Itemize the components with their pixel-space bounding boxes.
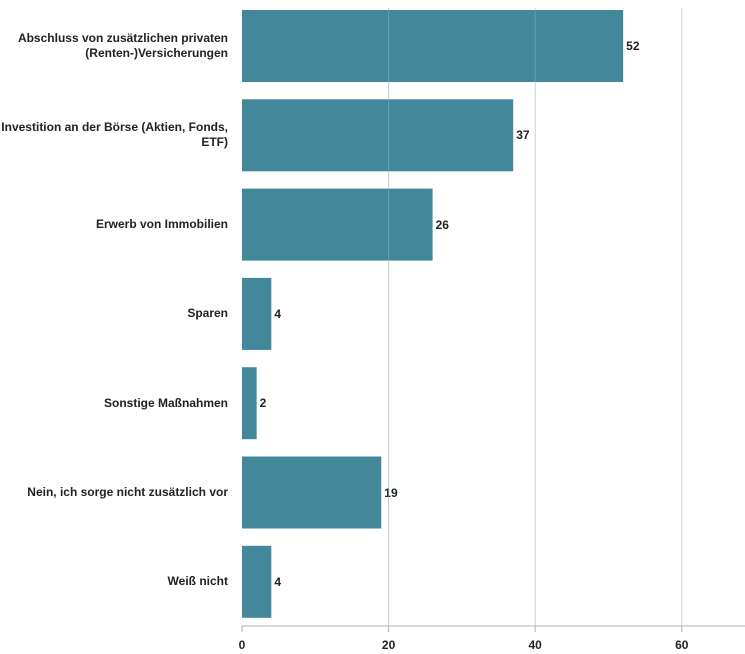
bar-sonstige-ma-nahmen <box>242 367 257 440</box>
data-label-wei-nicht: 4 <box>274 574 281 589</box>
category-label-investition-an-der-bo-rse-aktien-fonds-etf: Investition an der Börse (Aktien, Fonds,… <box>1 120 228 150</box>
bar-erwerb-von-immobilien <box>242 188 433 261</box>
category-label-erwerb-von-immobilien: Erwerb von Immobilien <box>95 217 228 232</box>
data-label-investition-an-der-bo-rse-aktien-fonds-etf: 37 <box>516 128 530 143</box>
category-label-sonstige-ma-nahmen: Sonstige Maßnahmen <box>103 395 228 410</box>
category-label-sparen: Sparen <box>187 306 228 321</box>
tick-label-60: 60 <box>675 638 689 652</box>
category-label-nein-ich-sorge-nicht-zusa-tzlich-vor: Nein, ich sorge nicht zusätzlich vor <box>27 485 228 499</box>
bar-investition-an-der-bo-rse-aktien-fonds-etf <box>242 99 514 172</box>
tick-label-0: 0 <box>238 638 246 652</box>
data-label-sparen: 4 <box>274 306 281 321</box>
data-label-nein-ich-sorge-nicht-zusa-tzlich-vor: 19 <box>384 485 398 500</box>
bar-wei-nicht <box>242 545 272 618</box>
category-label-wei-nicht: Weiß nicht <box>167 574 228 589</box>
data-label-abschluss-von-zusa-tzlichen-privaten-renten-versicherungen: 52 <box>626 39 640 53</box>
bar-nein-ich-sorge-nicht-zusa-tzlich-vor <box>242 456 382 529</box>
bar-sparen <box>242 277 272 350</box>
category-label-abschluss-von-zusa-tzlichen-privaten-renten-versicherungen: Abschluss von zusätzlichen privaten (Ren… <box>17 31 228 60</box>
tick-label-20: 20 <box>381 638 396 652</box>
bar-abschluss-von-zusa-tzlichen-privaten-renten-versicherungen <box>242 10 624 82</box>
data-label-erwerb-von-immobilien: 26 <box>435 217 449 232</box>
data-label-sonstige-ma-nahmen: 2 <box>259 396 267 411</box>
tick-label-40: 40 <box>528 638 542 652</box>
